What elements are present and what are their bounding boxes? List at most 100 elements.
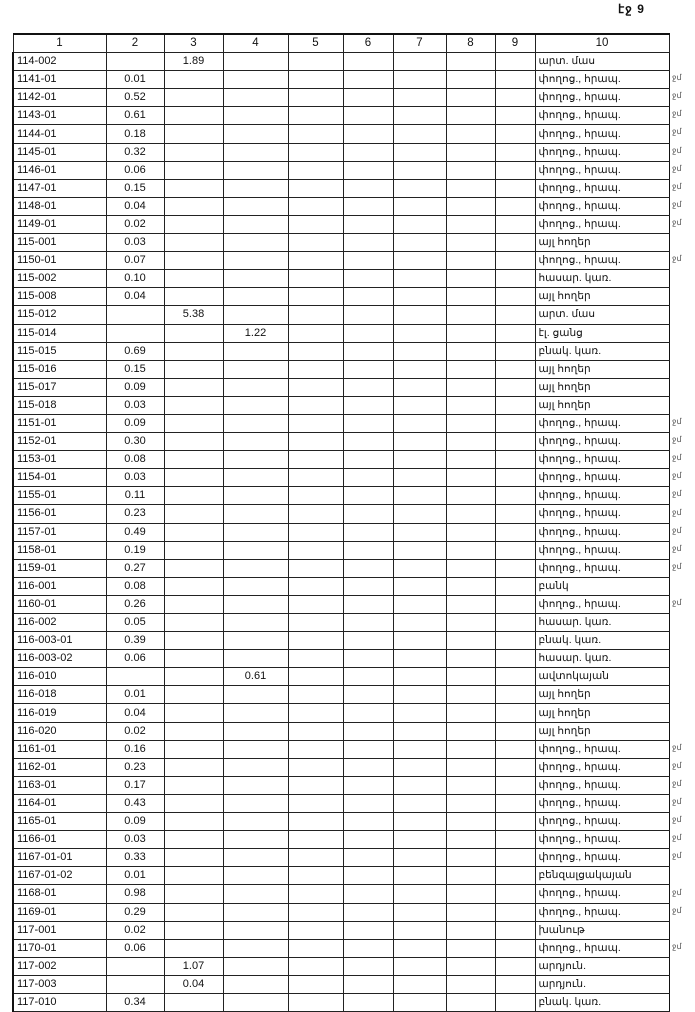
value-cell bbox=[287, 793, 344, 814]
value-cell bbox=[392, 196, 447, 216]
plot-code-cell: 116-002 bbox=[12, 612, 107, 633]
table-row: 115-015 0.69 բնակ. կառ. bbox=[12, 341, 670, 361]
plot-code-cell: 116-003-02 bbox=[12, 649, 107, 669]
value-cell: 0.09 bbox=[105, 812, 165, 832]
value-cell bbox=[163, 812, 224, 832]
table-row: 117-003 0.04 արդյուն. bbox=[12, 974, 670, 994]
value-cell bbox=[222, 576, 289, 596]
table-row: 1168-01 0.98 փողոց., հրապ. bbox=[12, 884, 670, 904]
value-cell bbox=[287, 124, 344, 144]
value-cell bbox=[342, 830, 394, 850]
value-cell bbox=[342, 287, 394, 307]
value-cell bbox=[342, 594, 394, 615]
value-cell bbox=[494, 233, 536, 253]
value-cell bbox=[222, 142, 289, 162]
value-cell bbox=[342, 395, 394, 415]
value-cell bbox=[222, 124, 289, 144]
value-cell bbox=[287, 757, 344, 777]
value-cell bbox=[163, 70, 224, 90]
value-cell bbox=[222, 866, 289, 886]
value-cell bbox=[494, 902, 536, 922]
value-cell bbox=[163, 522, 224, 542]
value-cell bbox=[342, 685, 394, 705]
value-cell bbox=[392, 88, 447, 108]
value-cell bbox=[163, 160, 224, 180]
value-cell bbox=[287, 413, 344, 434]
plot-code-cell: 116-020 bbox=[12, 721, 107, 741]
table-row: 115-008 0.04 այլ հողեր bbox=[12, 287, 670, 307]
value-cell bbox=[445, 70, 496, 90]
value-cell bbox=[222, 251, 289, 271]
value-cell bbox=[392, 703, 447, 723]
value-cell bbox=[392, 395, 447, 415]
land-use-cell: փողոց., հրապ. bbox=[534, 739, 670, 759]
value-cell bbox=[392, 757, 447, 777]
value-cell bbox=[287, 88, 344, 108]
value-cell bbox=[392, 142, 447, 162]
value-cell bbox=[392, 956, 447, 976]
table-row: 116-010 0.61 ավտոկայան bbox=[12, 667, 670, 687]
margin-mark: ջմ bbox=[672, 941, 682, 951]
value-cell bbox=[287, 631, 344, 651]
value-cell bbox=[392, 685, 447, 705]
value-cell bbox=[287, 576, 344, 596]
column-header-3: 3 bbox=[163, 33, 224, 54]
value-cell bbox=[222, 631, 289, 651]
value-cell bbox=[287, 450, 344, 470]
margin-mark: ջմ bbox=[672, 833, 682, 843]
value-cell bbox=[222, 938, 289, 958]
value-cell: 0.69 bbox=[105, 341, 165, 361]
land-use-cell: փողոց., հրապ. bbox=[534, 160, 670, 180]
table-row: 1154-01 0.03 փողոց., հրապ. bbox=[12, 468, 670, 488]
value-cell bbox=[105, 956, 165, 976]
value-cell bbox=[222, 558, 289, 578]
table-row: 116-019 0.04 այլ հողեր bbox=[12, 703, 670, 723]
value-cell bbox=[392, 359, 447, 379]
table-row: 1145-01 0.32 փողոց., հրապ. bbox=[12, 142, 670, 162]
value-cell bbox=[494, 522, 536, 542]
value-cell bbox=[287, 884, 344, 904]
value-cell bbox=[445, 106, 496, 126]
value-cell bbox=[287, 468, 344, 488]
value-cell bbox=[287, 956, 344, 976]
plot-code-cell: 1160-01 bbox=[12, 594, 107, 615]
land-use-cell: արտ. մաս bbox=[534, 305, 670, 325]
value-cell bbox=[222, 341, 289, 361]
margin-mark: ջմ bbox=[672, 760, 682, 770]
margin-mark: ջմ bbox=[672, 779, 682, 788]
land-use-cell: փողոց., հրապ. bbox=[534, 88, 670, 108]
table-row: 1165-01 0.09 փողոց., հրապ. bbox=[12, 812, 670, 832]
value-cell: 1.89 bbox=[163, 52, 224, 72]
value-cell bbox=[392, 468, 447, 488]
value-cell: 0.01 bbox=[105, 70, 165, 90]
value-cell bbox=[445, 830, 496, 850]
value-cell bbox=[105, 305, 165, 325]
land-use-cell: էլ. ցանց bbox=[534, 323, 670, 343]
value-cell bbox=[445, 992, 496, 1012]
value-cell bbox=[392, 432, 447, 452]
value-cell bbox=[494, 178, 536, 198]
value-cell: 0.33 bbox=[105, 848, 165, 868]
value-cell bbox=[342, 233, 394, 253]
value-cell bbox=[494, 612, 536, 633]
land-use-cell: փողոց., հրապ. bbox=[534, 938, 670, 958]
value-cell bbox=[445, 576, 496, 596]
table-row: 1144-01 0.18 փողոց., հրապ. bbox=[12, 124, 670, 144]
value-cell bbox=[287, 992, 344, 1012]
plot-code-cell: 1166-01 bbox=[12, 830, 107, 850]
plot-code-cell: 115-016 bbox=[12, 359, 107, 379]
value-cell bbox=[163, 124, 224, 144]
value-cell bbox=[287, 558, 344, 578]
value-cell bbox=[445, 269, 496, 289]
value-cell bbox=[222, 377, 289, 397]
land-use-cell: հասար. կառ. bbox=[534, 649, 670, 669]
value-cell bbox=[392, 233, 447, 253]
value-cell bbox=[494, 956, 536, 976]
value-cell bbox=[445, 721, 496, 741]
plot-code-cell: 115-015 bbox=[12, 341, 107, 361]
value-cell bbox=[163, 413, 224, 434]
margin-mark: ջմ bbox=[672, 163, 682, 173]
plot-code-cell: 1161-01 bbox=[12, 739, 107, 759]
value-cell bbox=[392, 486, 447, 506]
margin-mark: ջմ bbox=[672, 217, 682, 227]
